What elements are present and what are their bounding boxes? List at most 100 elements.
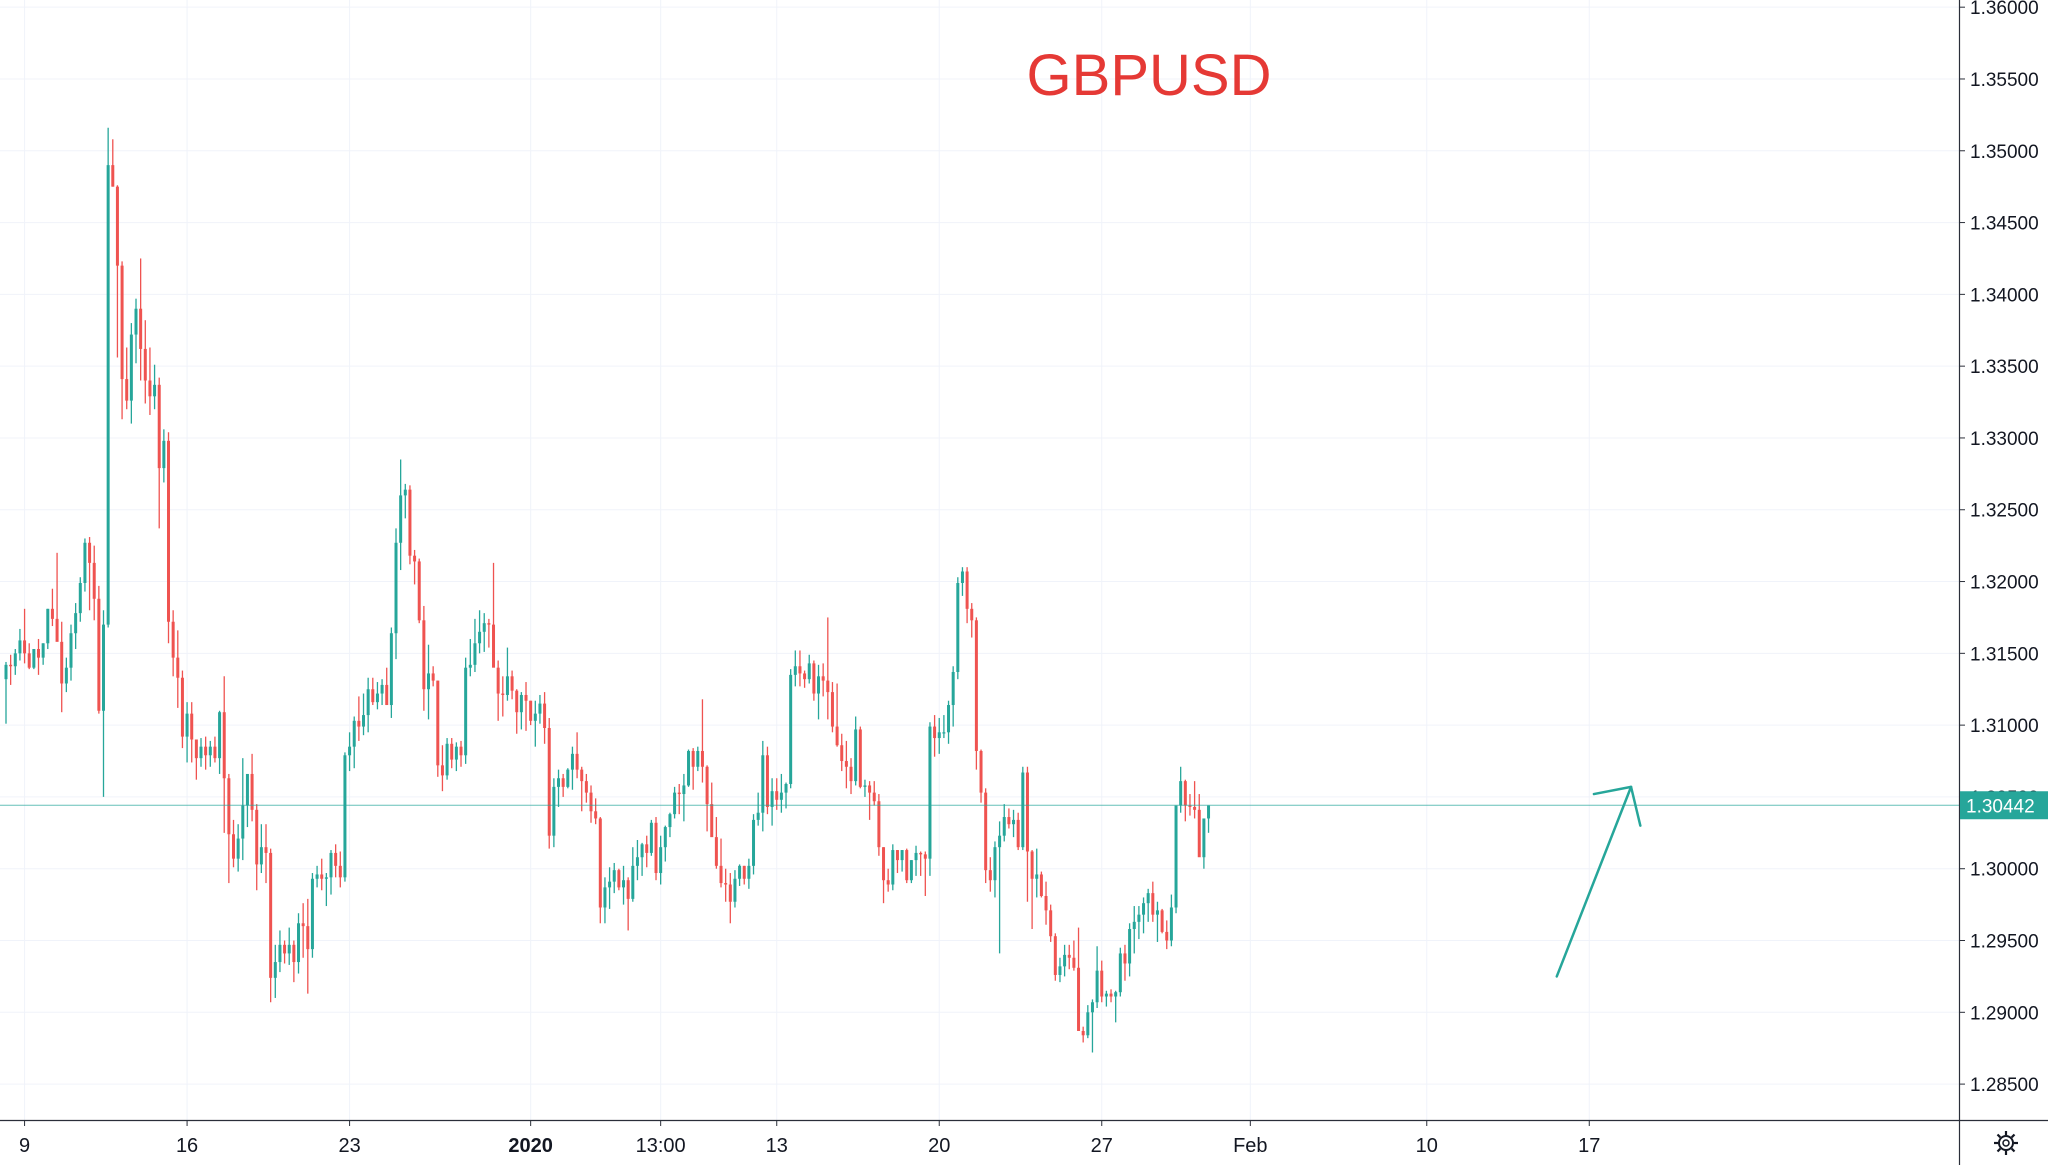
candle[interactable] (176, 630, 180, 708)
time-axis[interactable]: 9 16 23 2020 13:00 13 20 27 Feb 10 17 (19, 1120, 1600, 1157)
candle[interactable] (547, 717, 551, 849)
candle[interactable] (245, 773, 249, 828)
candle[interactable] (352, 716, 356, 769)
candle[interactable] (106, 127, 110, 628)
candle[interactable] (1063, 944, 1067, 977)
candle[interactable] (687, 749, 691, 787)
candle[interactable] (682, 773, 686, 822)
candle[interactable] (324, 873, 328, 907)
candle[interactable] (445, 738, 449, 780)
candle[interactable] (334, 844, 338, 878)
candle[interactable] (784, 782, 788, 809)
candle[interactable] (673, 786, 677, 819)
candle[interactable] (803, 670, 807, 688)
candle[interactable] (1155, 901, 1159, 942)
candle[interactable] (905, 848, 909, 884)
candle[interactable] (482, 613, 486, 652)
candle[interactable] (115, 185, 119, 358)
candle[interactable] (914, 845, 918, 876)
candle[interactable] (617, 868, 621, 891)
candle[interactable] (13, 649, 17, 675)
candle[interactable] (1002, 804, 1006, 842)
candle[interactable] (705, 765, 709, 832)
candle[interactable] (496, 660, 500, 721)
candle[interactable] (612, 862, 616, 894)
candle[interactable] (1025, 766, 1029, 902)
candle[interactable] (761, 740, 765, 832)
candle[interactable] (306, 898, 310, 994)
candle[interactable] (92, 545, 96, 621)
candle[interactable] (1030, 850, 1034, 930)
candle[interactable] (965, 567, 969, 624)
candle[interactable] (380, 679, 384, 706)
candle[interactable] (691, 748, 695, 790)
candle[interactable] (1090, 999, 1094, 1053)
candle[interactable] (41, 643, 45, 665)
candle[interactable] (1077, 927, 1081, 1031)
candle[interactable] (877, 794, 881, 856)
candle[interactable] (923, 851, 927, 896)
candle[interactable] (1109, 989, 1113, 1003)
candle[interactable] (635, 840, 639, 881)
candle[interactable] (194, 739, 198, 780)
candle[interactable] (417, 558, 421, 624)
candle[interactable] (375, 682, 379, 710)
candle[interactable] (50, 588, 54, 627)
candle[interactable] (988, 857, 992, 892)
candle[interactable] (519, 692, 523, 730)
candle[interactable] (162, 429, 166, 483)
candle[interactable] (278, 930, 282, 973)
candle[interactable] (366, 677, 370, 733)
candle[interactable] (408, 485, 412, 565)
candle[interactable] (515, 689, 519, 734)
candle[interactable] (844, 740, 848, 789)
candle[interactable] (538, 694, 542, 724)
candle[interactable] (821, 663, 825, 697)
candle[interactable] (255, 804, 259, 891)
candle[interactable] (315, 865, 319, 888)
candle[interactable] (575, 732, 579, 779)
candle[interactable] (696, 746, 700, 772)
price-axis[interactable]: 1.36000 1.35500 1.35000 1.34500 1.34000 1.335… (1959, 0, 2039, 1096)
candle[interactable] (1207, 805, 1211, 833)
candle[interactable] (626, 877, 630, 931)
candle[interactable] (204, 736, 208, 770)
candle[interactable] (505, 647, 509, 701)
candle[interactable] (826, 617, 830, 720)
candle[interactable] (765, 746, 769, 815)
candle[interactable] (454, 742, 458, 772)
candle[interactable] (362, 693, 366, 736)
candle[interactable] (937, 717, 941, 754)
candle[interactable] (849, 758, 853, 795)
candle[interactable] (779, 773, 783, 813)
candle[interactable] (1160, 908, 1164, 934)
candle[interactable] (775, 778, 779, 810)
candle[interactable] (752, 814, 756, 875)
candles[interactable] (4, 127, 1211, 1053)
candle[interactable] (269, 848, 273, 1003)
candle[interactable] (1035, 848, 1039, 898)
candle[interactable] (9, 654, 13, 685)
candle[interactable] (97, 585, 101, 714)
candle[interactable] (919, 851, 923, 876)
candle[interactable] (858, 726, 862, 789)
candle[interactable] (984, 788, 988, 884)
candle[interactable] (250, 753, 254, 822)
candle[interactable] (900, 850, 904, 872)
candle[interactable] (738, 864, 742, 886)
candle[interactable] (180, 670, 184, 749)
candle[interactable] (436, 680, 440, 777)
candle[interactable] (584, 773, 588, 803)
candle[interactable] (1128, 923, 1132, 977)
candle[interactable] (301, 903, 305, 958)
candle[interactable] (733, 870, 737, 908)
candle[interactable] (32, 649, 36, 670)
candle[interactable] (1104, 990, 1108, 1007)
candle[interactable] (264, 824, 268, 884)
candle[interactable] (492, 562, 496, 668)
candle[interactable] (1118, 947, 1122, 997)
candle[interactable] (1081, 1026, 1085, 1043)
candle[interactable] (329, 850, 333, 895)
candle[interactable] (78, 577, 82, 622)
candle[interactable] (524, 682, 528, 731)
